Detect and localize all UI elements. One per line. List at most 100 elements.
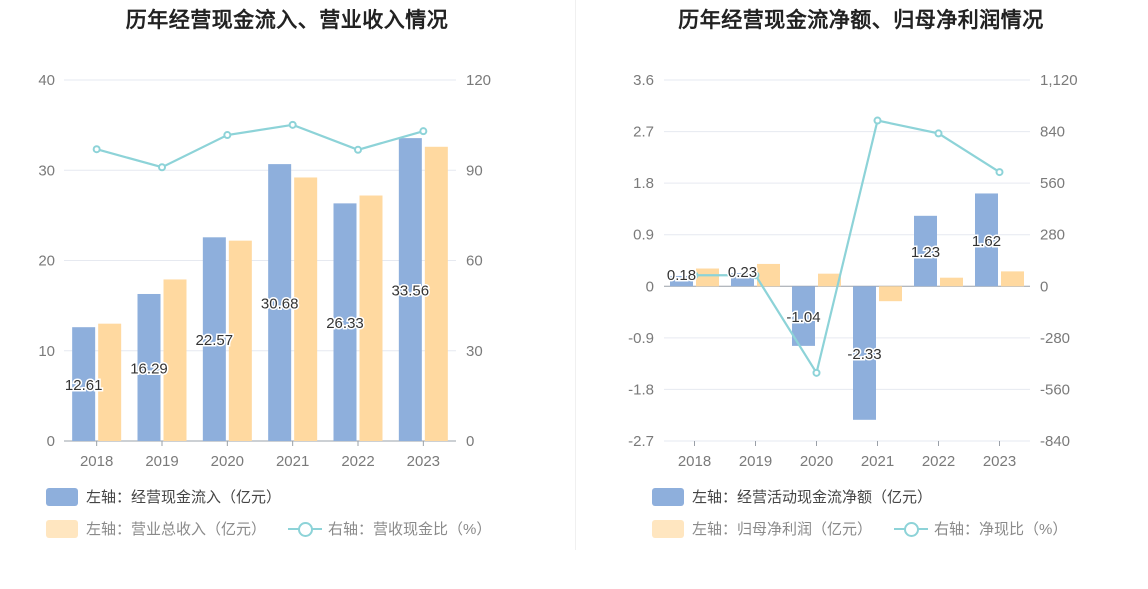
- bar-secondary: [696, 268, 719, 287]
- chart-title: 历年经营现金流入、营业收入情况: [125, 9, 449, 32]
- y-right-tick-label: 60: [466, 253, 483, 270]
- bar-primary: [975, 193, 998, 287]
- cash-inflow-revenue-chart: 历年经营现金流入、营业收入情况 40 120 30 90 20 60 10 30 0 0 2018 2…: [38, 9, 491, 539]
- x-tick-label: 2019: [739, 453, 772, 470]
- bar-data-label: 30.68: [261, 296, 299, 313]
- ratio-line-point: [812, 368, 821, 377]
- bar-secondary: [818, 273, 841, 287]
- y-right-tick-label: 120: [466, 72, 491, 89]
- y-right-tick-label: -840: [1040, 433, 1070, 450]
- x-tick-label: 2022: [922, 453, 955, 470]
- chart-title: 历年经营现金流净额、归母净利润情况: [678, 9, 1044, 32]
- bar-primary: [398, 138, 422, 441]
- ratio-line-point: [288, 120, 297, 129]
- y-right-tick-label: 280: [1040, 227, 1065, 244]
- y-right-tick-label: 90: [466, 162, 483, 179]
- bar-data-label: 12.61: [65, 377, 103, 394]
- legend-label: 左轴：经营现金流入（亿元）: [86, 489, 282, 506]
- y-left-tick-label: -0.9: [628, 330, 654, 347]
- legend-item[interactable]: 左轴：经营现金流入（亿元）: [46, 486, 281, 507]
- chart-plot-area: 3.6 1,120 2.7 840 1.8 560 0.9 280 0 0 -0.9 -280 -1.8…: [628, 72, 1078, 470]
- bar-data-label: 0.23: [728, 264, 757, 281]
- ratio-line-point: [92, 145, 101, 154]
- legend-label: 左轴：经营活动现金流净额（亿元）: [692, 489, 933, 506]
- x-tick-label: 2021: [276, 453, 309, 470]
- bar-secondary: [757, 263, 780, 287]
- bar-primary: [333, 203, 357, 441]
- bar-data-label: -1.04: [786, 309, 820, 326]
- bar-primary: [853, 286, 876, 420]
- y-left-tick-label: 40: [38, 72, 55, 89]
- x-tick-label: 2023: [983, 453, 1016, 470]
- y-right-tick-label: 0: [466, 433, 474, 450]
- x-tick-label: 2018: [80, 453, 113, 470]
- y-right-tick-label: 30: [466, 343, 483, 360]
- bar-secondary: [359, 195, 383, 441]
- legend-label[interactable]: 左轴：营业总收入（亿元）: [86, 521, 267, 538]
- ratio-line: [694, 119, 1001, 376]
- legend-line-swatch: [288, 520, 323, 538]
- ratio-line-point: [354, 145, 362, 154]
- legend-swatch: [652, 487, 684, 506]
- x-tick-label: 2023: [407, 453, 440, 470]
- legend-label[interactable]: 右轴：营收现金比（%）: [328, 521, 492, 538]
- y-left-tick-label: 0: [646, 278, 654, 295]
- x-tick-label: 2021: [861, 453, 894, 470]
- y-left-tick-label: 1.8: [633, 175, 654, 192]
- ratio-line-point: [934, 129, 943, 138]
- bar-secondary: [879, 286, 902, 302]
- y-right-tick-label: 560: [1040, 175, 1065, 192]
- bar-secondary: [163, 279, 187, 441]
- legend-line-swatch: [894, 520, 929, 538]
- y-right-tick-label: 840: [1040, 124, 1065, 141]
- y-left-tick-label: 30: [38, 162, 55, 179]
- bar-primary: [72, 327, 96, 441]
- y-left-tick-label: 10: [38, 343, 55, 360]
- panel-divider: [575, 0, 576, 550]
- bar-primary: [137, 293, 161, 441]
- legend-row: 左轴：归母净利润（亿元） 右轴：净现比（%）: [652, 518, 1067, 539]
- y-right-tick-label: 1,120: [1040, 72, 1078, 89]
- x-tick-label: 2018: [678, 453, 711, 470]
- ratio-line-point: [995, 168, 1004, 177]
- bar-data-label: 26.33: [326, 315, 364, 332]
- bar-data-label: 33.56: [392, 283, 430, 300]
- x-tick-label: 2019: [145, 453, 178, 470]
- ratio-line-point: [690, 271, 699, 280]
- bar-secondary: [98, 323, 122, 441]
- net-cash-flow-profit-chart: 历年经营现金流净额、归母净利润情况 3.6 1,120 2.7 840 1.8 560 0.…: [574, 0, 1148, 589]
- legend-label[interactable]: 右轴：净现比（%）: [934, 521, 1068, 538]
- legend-swatch: [46, 519, 78, 538]
- ratio-line-point: [158, 163, 166, 172]
- bar-secondary: [228, 240, 252, 441]
- bar-primary: [792, 286, 815, 346]
- bar-primary: [914, 215, 937, 287]
- bar-secondary: [1001, 271, 1024, 287]
- ratio-line: [96, 123, 424, 169]
- y-left-tick-label: 20: [38, 253, 55, 270]
- ratio-line-point: [873, 116, 882, 125]
- legend-swatch: [46, 487, 78, 506]
- bar-data-label: 1.23: [911, 244, 940, 261]
- x-tick-label: 2020: [211, 453, 244, 470]
- y-left-tick-label: 2.7: [633, 124, 654, 141]
- y-left-tick-label: 3.6: [633, 72, 654, 89]
- legend-label[interactable]: 左轴：归母净利润（亿元）: [692, 521, 873, 538]
- ratio-line-point: [223, 131, 232, 140]
- bar-primary: [202, 237, 226, 441]
- y-left-tick-label: 0.9: [633, 227, 654, 244]
- y-right-tick-label: -560: [1040, 381, 1070, 398]
- ratio-line-point: [751, 271, 760, 280]
- legend-swatch: [652, 519, 684, 538]
- legend-row: 左轴：营业总收入（亿元） 右轴：营收现金比（%）: [46, 518, 491, 539]
- bar-primary: [731, 273, 754, 287]
- bar-secondary: [294, 177, 318, 441]
- y-left-tick-label: -2.7: [628, 433, 654, 450]
- bar-secondary: [424, 146, 448, 441]
- bar-primary: [670, 275, 693, 287]
- legend-item[interactable]: 左轴：经营活动现金流净额（亿元）: [652, 486, 932, 507]
- ratio-line-point: [419, 127, 428, 136]
- chart-plot-area: 40 120 30 90 20 60 10 30 0 0 2018 2019 2020 2021 2022 2…: [38, 72, 491, 470]
- x-tick-label: 2022: [341, 453, 374, 470]
- y-left-tick-label: -1.8: [628, 381, 654, 398]
